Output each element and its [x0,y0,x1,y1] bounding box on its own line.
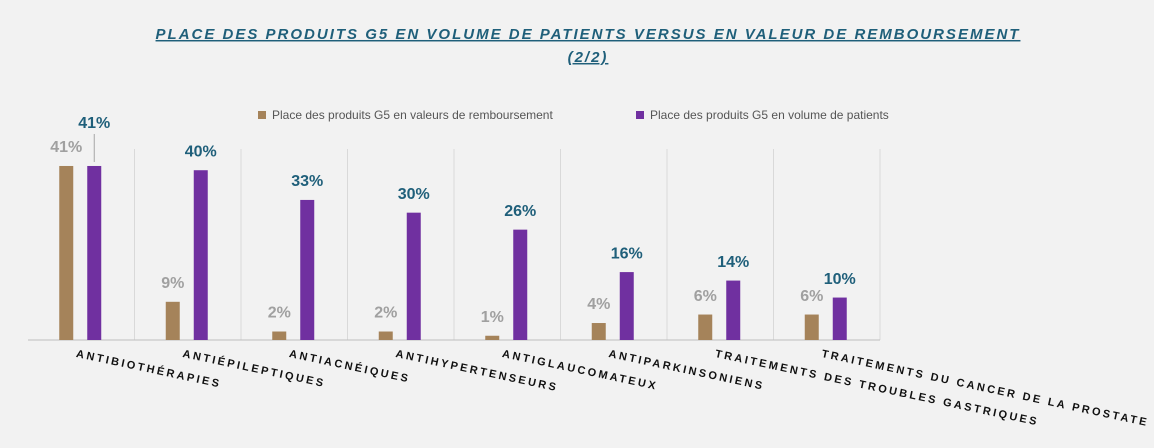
value-label: 30% [398,186,430,203]
bar [193,170,208,340]
value-label: 33% [291,173,323,190]
bar [619,272,634,340]
value-label: 9% [161,275,184,292]
chart-title: PLACE DES PRODUITS G5 EN VOLUME DE PATIE… [156,26,1021,43]
bar [698,314,713,340]
value-label: 14% [717,254,749,271]
bar [485,335,500,340]
bar [300,199,315,340]
legend-label: Place des produits G5 en valeurs de remb… [272,108,553,122]
bar [832,297,847,340]
bar [59,165,74,340]
legend-swatch [636,111,644,119]
value-label: 1% [481,309,504,326]
bar [726,280,741,340]
value-label: 4% [587,296,610,313]
bar [513,229,528,340]
value-label: 40% [185,143,217,160]
value-label: 41% [78,115,110,132]
value-label: 10% [824,271,856,288]
value-label: 26% [504,203,536,220]
value-label: 2% [268,305,291,322]
chart-title: (2/2) [568,49,609,66]
bar [272,331,287,340]
value-label: 2% [374,305,397,322]
bar [804,314,819,340]
bar [165,301,180,340]
value-label: 6% [800,288,823,305]
value-label: 41% [50,139,82,156]
bar [378,331,393,340]
legend-label: Place des produits G5 en volume de patie… [650,108,889,122]
bar [591,323,606,340]
value-label: 6% [694,288,717,305]
legend-swatch [258,111,266,119]
value-label: 16% [611,245,643,262]
bar [406,212,421,340]
bar [87,165,102,340]
